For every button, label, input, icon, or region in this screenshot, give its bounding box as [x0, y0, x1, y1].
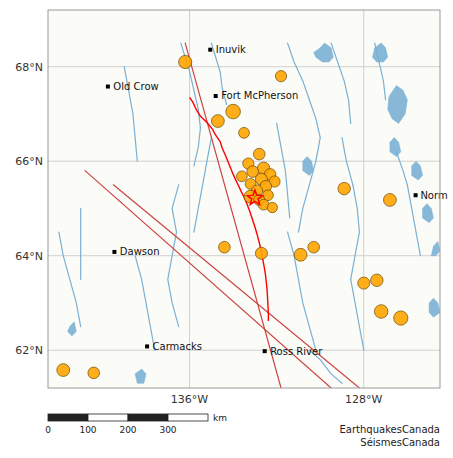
y-tick-label: 62°N	[15, 344, 43, 357]
place-marker	[414, 193, 418, 197]
river	[59, 232, 81, 326]
x-tick-label: 128°W	[345, 393, 382, 406]
scale-label: 200	[119, 425, 136, 435]
river	[342, 138, 353, 185]
river	[407, 185, 420, 256]
scale-label: 300	[159, 425, 176, 435]
place-label: Ross River	[270, 346, 323, 357]
credit-line: EarthquakesCanada	[340, 424, 440, 435]
earthquake	[57, 364, 70, 377]
place-marker	[112, 250, 116, 254]
earthquake	[394, 311, 408, 325]
river	[351, 279, 364, 350]
scale-unit: km	[213, 413, 227, 423]
river	[331, 43, 351, 123]
place-marker	[208, 48, 212, 52]
border	[190, 97, 269, 321]
lake	[390, 138, 401, 157]
place-label: Fort McPherson	[221, 90, 298, 101]
river	[298, 138, 320, 233]
labels: Inuvik Old Crow Fort McPherson Norm Dawson Ca…	[113, 44, 447, 356]
earthquake	[371, 274, 383, 286]
earthquake	[211, 115, 224, 128]
place-label: Carmacks	[153, 341, 202, 352]
earthquake	[384, 194, 397, 207]
earthquake	[338, 182, 350, 194]
lake	[135, 369, 146, 383]
earthquake	[239, 127, 250, 138]
y-tick-label: 68°N	[15, 61, 43, 74]
lake	[412, 161, 423, 180]
lake	[303, 156, 314, 175]
river	[168, 185, 179, 327]
place-label: Inuvik	[216, 44, 246, 55]
lake	[431, 242, 440, 256]
earthquake	[267, 202, 277, 212]
earthquake	[275, 71, 286, 82]
place-marker	[214, 94, 218, 98]
earthquake	[255, 247, 267, 259]
earthquake	[88, 367, 100, 379]
grid-line-y	[48, 66, 440, 67]
earthquake	[179, 55, 192, 68]
lake	[372, 43, 387, 62]
earthquake	[236, 171, 247, 182]
plot-frame	[48, 10, 440, 388]
scale-label: 0	[45, 425, 51, 435]
place-marker	[145, 344, 149, 348]
scale-bar: 0 100 200 300 km	[45, 413, 227, 435]
place-label: Dawson	[120, 246, 160, 257]
x-tick-label: 136°W	[171, 393, 208, 406]
place-label: Old Crow	[113, 81, 158, 92]
fault-line	[85, 171, 331, 388]
grid	[48, 10, 440, 388]
y-tick-label: 64°N	[15, 250, 43, 263]
earthquake	[308, 241, 320, 253]
lake	[388, 86, 408, 124]
earthquake	[253, 148, 265, 160]
lake	[314, 43, 334, 62]
scale-segment	[168, 414, 208, 421]
scale-segment	[48, 414, 88, 421]
earthquake	[219, 241, 231, 253]
lake	[429, 298, 440, 317]
river	[351, 185, 360, 279]
earthquake	[294, 248, 307, 261]
chart: 136°W 128°W 62°N 64°N 66°N 68°N Inuvik Old Crow…	[0, 0, 453, 458]
epicenter	[247, 190, 262, 204]
credit: EarthquakesCanada SéismesCanada	[340, 424, 440, 448]
earthquake	[358, 277, 370, 289]
scale-label: 100	[79, 425, 96, 435]
scale-segment	[88, 414, 128, 421]
plot-area	[57, 43, 440, 388]
place-marker	[106, 85, 110, 89]
earthquake	[226, 104, 241, 119]
place-marker	[263, 349, 267, 353]
river	[135, 256, 155, 351]
lake	[68, 322, 77, 336]
river	[396, 152, 407, 185]
lake	[423, 204, 434, 223]
earthquake	[374, 305, 388, 319]
river	[277, 123, 290, 217]
river	[194, 138, 211, 233]
fault-line	[113, 185, 359, 388]
place-label: Norm	[420, 190, 447, 201]
river	[80, 208, 81, 279]
credit-line: SéismesCanada	[360, 437, 440, 448]
scale-segment	[128, 414, 168, 421]
y-tick-label: 66°N	[15, 155, 43, 168]
grid-line-y	[48, 350, 440, 351]
plot-background	[48, 10, 440, 388]
